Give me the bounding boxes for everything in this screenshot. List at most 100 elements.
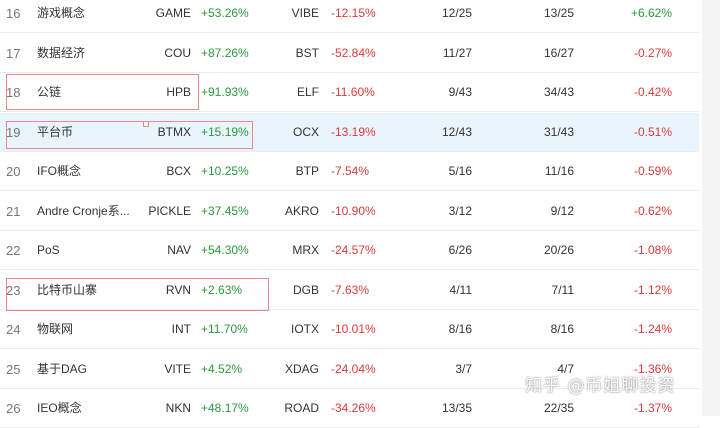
top-gainer-change: +37.45% bbox=[201, 203, 249, 218]
sector-change: -0.27% bbox=[633, 45, 672, 60]
top-gainer-symbol: BCX bbox=[166, 164, 191, 178]
top-gainer-change: +4.52% bbox=[201, 361, 243, 376]
falling-count: 20/26 bbox=[543, 243, 574, 257]
top-loser-change: -7.54% bbox=[331, 164, 370, 178]
table-row[interactable]: 16 游戏概念 GAME +53.26% VIBE -12.15% 12/25 13/25 +6… bbox=[0, 0, 699, 33]
top-loser-symbol: VIBE bbox=[291, 6, 319, 20]
vertical-scrollbar[interactable] bbox=[702, 0, 720, 416]
top-loser-symbol: MRX bbox=[292, 243, 319, 257]
top-loser-change: -13.19% bbox=[331, 124, 376, 139]
table-row[interactable]: 21 Andre Cronje系... PICKLE +37.45% AKRO -10.9… bbox=[0, 192, 699, 231]
rank-cell: 25 bbox=[6, 361, 21, 377]
rising-count: 8/16 bbox=[448, 322, 472, 336]
top-gainer-symbol: GAME bbox=[155, 6, 191, 20]
sector-change: -0.59% bbox=[633, 164, 672, 178]
falling-count: 22/35 bbox=[543, 401, 574, 415]
rank-cell: 22 bbox=[6, 243, 21, 258]
falling-count: 4/7 bbox=[557, 361, 574, 376]
table-row[interactable]: 22 PoS NAV +54.30% MRX -24.57% 6/26 20/26 -1.08% bbox=[0, 231, 699, 270]
rising-count: 6/26 bbox=[448, 243, 472, 257]
rank-cell: 23 bbox=[6, 282, 21, 298]
top-loser-change: -24.57% bbox=[331, 243, 376, 257]
falling-count: 11/16 bbox=[544, 164, 574, 178]
top-gainer-symbol: VITE bbox=[164, 361, 191, 376]
sector-change: -1.24% bbox=[633, 322, 672, 336]
top-loser-change: -12.15% bbox=[331, 6, 376, 20]
top-loser-change: -34.26% bbox=[331, 401, 376, 415]
top-loser-symbol: AKRO bbox=[284, 203, 319, 218]
top-loser-change: -52.84% bbox=[331, 45, 376, 60]
falling-count: 13/25 bbox=[543, 6, 574, 20]
table-row[interactable]: 19 平台币 BTMX +15.19% OCX -13.19% 12/43 31/43 -0.5… bbox=[0, 112, 699, 152]
table-row[interactable]: 25 基于DAG VITE +4.52% XDAG -24.04% 3/7 4/7 -1.36% bbox=[0, 350, 699, 389]
top-gainer-change: +54.30% bbox=[201, 243, 249, 257]
sector-change: -0.51% bbox=[633, 124, 672, 139]
sector-name: 公链 bbox=[37, 85, 62, 99]
rising-count: 5/16 bbox=[448, 164, 472, 178]
sector-name: Andre Cronje系... bbox=[37, 203, 130, 218]
top-gainer-symbol: PICKLE bbox=[148, 203, 191, 218]
rank-cell: 20 bbox=[6, 164, 21, 179]
sector-name: 平台币 bbox=[37, 124, 74, 139]
top-gainer-change: +48.17% bbox=[201, 401, 249, 415]
table-row[interactable]: 17 数据经济 COU +87.26% BST -52.84% 11/27 16/27 -0.2… bbox=[0, 34, 699, 73]
top-gainer-change: +87.26% bbox=[201, 45, 249, 60]
sector-change: -1.08% bbox=[633, 243, 672, 257]
sector-name: IFO概念 bbox=[37, 164, 81, 178]
top-gainer-symbol: BTMX bbox=[157, 124, 191, 139]
table-row[interactable]: 23 比特币山寨 RVN +2.63% DGB -7.63% 4/11 7/11 -1.12% bbox=[0, 271, 699, 310]
top-loser-change: -24.04% bbox=[331, 361, 376, 376]
sector-change: -0.42% bbox=[633, 85, 672, 99]
top-loser-change: -7.63% bbox=[331, 282, 370, 297]
falling-count: 31/43 bbox=[543, 124, 574, 139]
top-gainer-change: +11.70% bbox=[201, 322, 248, 336]
sector-name: 基于DAG bbox=[37, 361, 88, 376]
top-loser-symbol: ROAD bbox=[284, 401, 319, 415]
top-gainer-change: +2.63% bbox=[201, 282, 243, 297]
rank-cell: 19 bbox=[6, 124, 21, 140]
top-loser-symbol: BTP bbox=[295, 164, 319, 178]
rising-count: 13/35 bbox=[441, 401, 472, 415]
falling-count: 8/16 bbox=[550, 322, 574, 336]
rising-count: 4/11 bbox=[449, 282, 472, 297]
top-gainer-symbol: INT bbox=[171, 322, 191, 336]
rising-count: 9/43 bbox=[448, 85, 472, 99]
rank-cell: 26 bbox=[6, 401, 21, 416]
rising-count: 12/25 bbox=[441, 6, 472, 20]
top-gainer-change: +10.25% bbox=[201, 164, 249, 178]
rank-cell: 16 bbox=[6, 6, 21, 21]
top-gainer-symbol: RVN bbox=[165, 282, 191, 297]
table-row[interactable]: 24 物联网 INT +11.70% IOTX -10.01% 8/16 8/16 -1.24% bbox=[0, 310, 699, 349]
sector-name: 数据经济 bbox=[37, 45, 86, 60]
falling-count: 9/12 bbox=[550, 203, 574, 218]
falling-count: 16/27 bbox=[543, 45, 574, 60]
top-loser-symbol: ELF bbox=[296, 85, 319, 99]
sector-name: PoS bbox=[37, 243, 60, 257]
sector-change: -1.12% bbox=[633, 282, 672, 297]
rising-count: 3/12 bbox=[448, 203, 472, 218]
sector-name: 比特币山寨 bbox=[37, 282, 98, 297]
top-loser-symbol: XDAG bbox=[284, 361, 319, 376]
falling-count: 34/43 bbox=[543, 85, 574, 99]
sector-name: 游戏概念 bbox=[37, 6, 86, 20]
top-gainer-symbol: NAV bbox=[167, 243, 191, 257]
falling-count: 7/11 bbox=[551, 282, 574, 297]
sector-name: IEO概念 bbox=[37, 401, 82, 415]
top-loser-symbol: IOTX bbox=[290, 322, 319, 336]
rank-cell: 24 bbox=[6, 322, 21, 337]
sector-change: -0.62% bbox=[633, 203, 672, 218]
top-loser-symbol: DGB bbox=[292, 282, 319, 297]
top-gainer-change: +53.26% bbox=[201, 6, 249, 20]
sector-name: 物联网 bbox=[37, 322, 74, 336]
sector-change: +6.62% bbox=[630, 6, 672, 20]
table-row[interactable]: 18 公链 HPB +91.93% ELF -11.60% 9/43 34/43 -0.42% bbox=[0, 73, 699, 112]
rank-cell: 17 bbox=[6, 45, 21, 61]
rising-count: 12/43 bbox=[441, 124, 472, 139]
top-loser-change: -11.60% bbox=[331, 85, 375, 99]
top-gainer-symbol: NKN bbox=[165, 401, 191, 415]
top-loser-symbol: OCX bbox=[292, 124, 319, 139]
table-row[interactable]: 20 IFO概念 BCX +10.25% BTP -7.54% 5/16 11/16 -0.59… bbox=[0, 152, 699, 191]
rising-count: 11/27 bbox=[442, 45, 472, 60]
sector-change: -1.36% bbox=[633, 361, 672, 376]
rank-cell: 21 bbox=[6, 203, 21, 219]
